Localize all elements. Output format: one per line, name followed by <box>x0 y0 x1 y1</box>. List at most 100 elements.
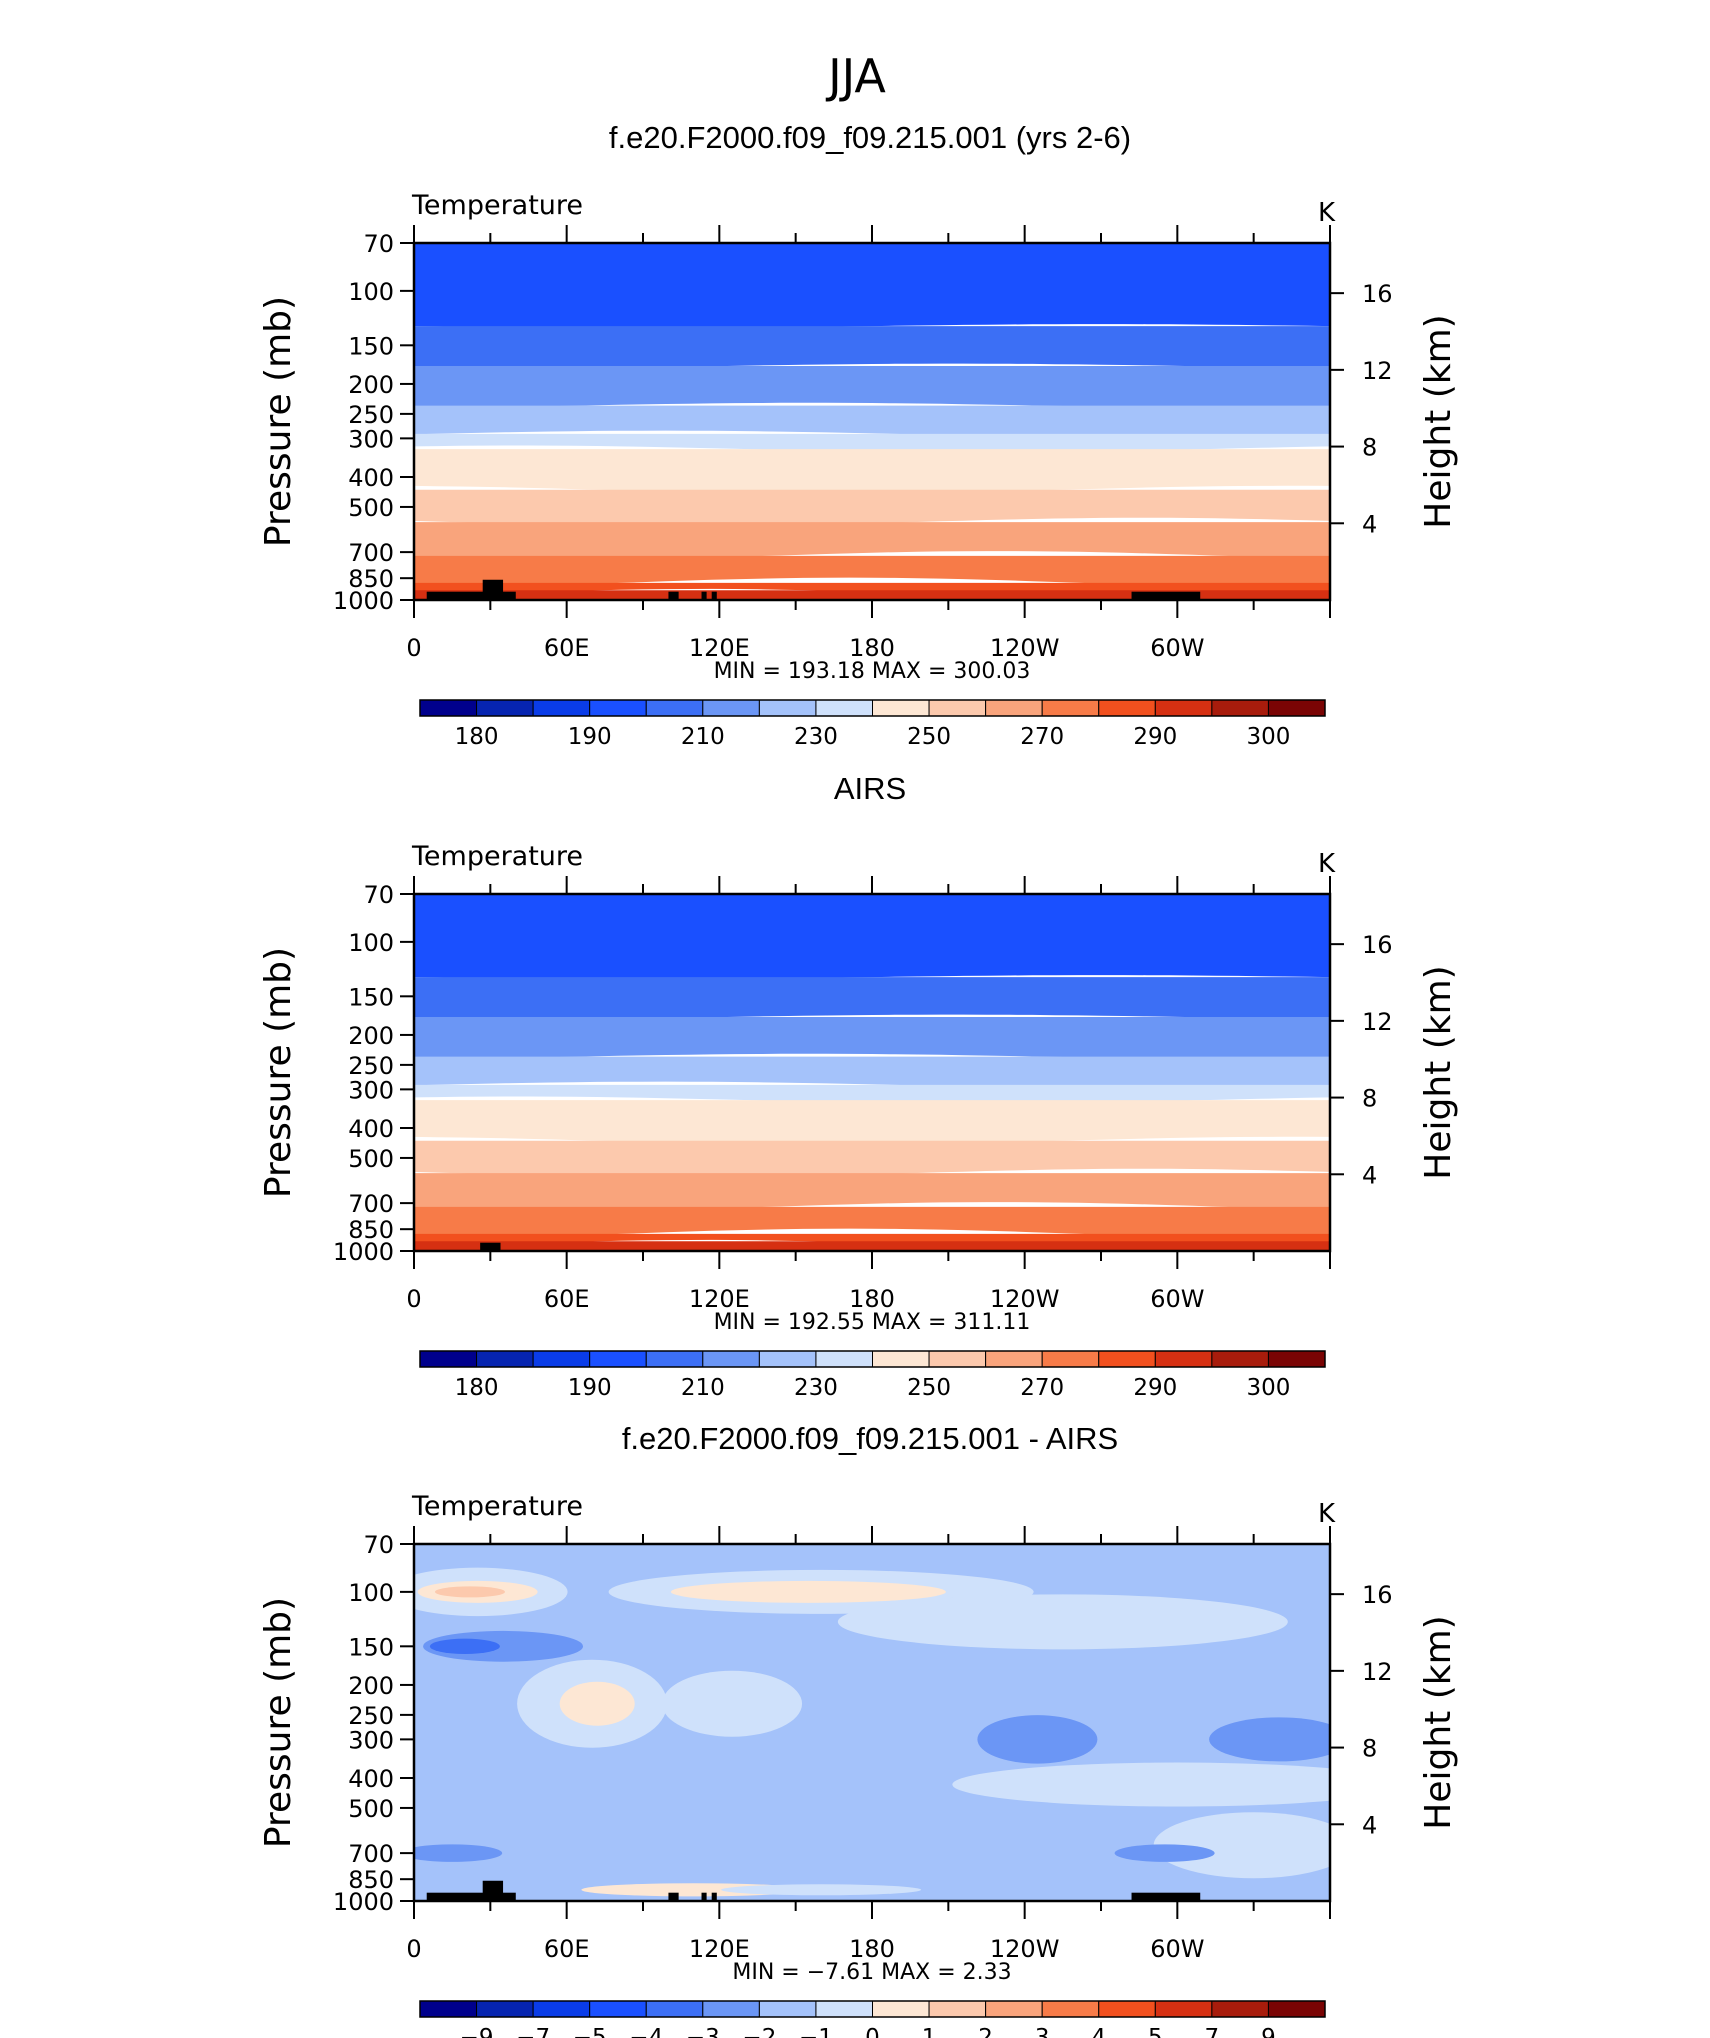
field <box>414 1544 1330 1901</box>
colorbar-swatch <box>419 2000 478 2018</box>
y-axis-title-right: Height (km) <box>1418 314 1459 528</box>
y-tick-label: 400 <box>348 1765 394 1793</box>
colorbar-label: 3 <box>1035 2025 1050 2038</box>
contour-blob <box>1114 1844 1215 1862</box>
y-tick-label: 100 <box>348 929 394 957</box>
colorbar-label: 290 <box>1133 1375 1177 1401</box>
colorbar-label: 290 <box>1133 724 1177 750</box>
contour-band <box>414 366 1330 409</box>
colorbar-swatch <box>872 699 930 717</box>
colorbar-label: 1 <box>922 2025 937 2038</box>
colorbar-swatch <box>1267 2000 1326 2018</box>
topography-mask <box>668 591 679 600</box>
y-tick-label: 850 <box>348 1216 394 1244</box>
topography-mask <box>426 591 516 600</box>
colorbar-swatch <box>645 699 704 717</box>
panel-3: f.e20.F2000.f09_f09.215.001 - AIRS Temper… <box>258 1421 1459 2038</box>
colorbar-swatch <box>1211 699 1269 717</box>
y-tick-label: 700 <box>348 1190 394 1218</box>
contour-blob <box>662 1670 803 1737</box>
colorbar-swatch <box>985 1350 1043 1368</box>
x-tick-label: 0 <box>406 634 421 662</box>
topography-mask <box>1131 1892 1201 1901</box>
colorbar-label: 270 <box>1020 724 1064 750</box>
y-tick-label: 200 <box>348 371 394 399</box>
contour-blob <box>977 1715 1098 1764</box>
contour-band <box>414 1206 1330 1239</box>
y-tick-label: 500 <box>348 494 394 522</box>
colorbar-swatch <box>872 1350 930 1368</box>
contour-band <box>414 489 1330 527</box>
colorbar-label: 250 <box>907 1375 951 1401</box>
y-tick-label: 850 <box>348 1866 394 1894</box>
colorbar-swatch <box>702 2000 760 2018</box>
height-tick-label: 8 <box>1362 434 1377 462</box>
y-tick-label: 850 <box>348 565 394 593</box>
contour-blob <box>434 1586 505 1598</box>
colorbar-label: 210 <box>681 1375 725 1401</box>
colorbar-label: 9 <box>1261 2025 1276 2038</box>
x-tick-label: 120W <box>990 1285 1060 1313</box>
colorbar-label: 190 <box>568 724 612 750</box>
colorbar-swatch <box>589 2000 647 2018</box>
colorbar-swatch <box>1041 1350 1100 1368</box>
x-tick-label: 120W <box>990 1935 1060 1963</box>
y-tick-label: 500 <box>348 1145 394 1173</box>
colorbar-swatch <box>476 2000 534 2018</box>
colorbar-label: −5 <box>573 2025 607 2038</box>
colorbar-label: −9 <box>460 2025 494 2038</box>
colorbar-swatch <box>589 699 647 717</box>
contour-band <box>414 894 1330 980</box>
colorbar-swatch <box>419 1350 478 1368</box>
topography-mask <box>701 591 707 600</box>
y-tick-label: 70 <box>363 881 394 909</box>
y-tick-label: 400 <box>348 464 394 492</box>
variable-label: Temperature <box>411 841 583 872</box>
colorbar-swatch <box>1098 1350 1156 1368</box>
colorbar-label: 270 <box>1020 1375 1064 1401</box>
panel-1: f.e20.F2000.f09_f09.215.001 (yrs 2-6) Tem… <box>258 120 1459 750</box>
colorbar-swatch <box>928 699 987 717</box>
contour-blob <box>429 1638 500 1655</box>
x-tick-label: 60E <box>544 1285 590 1313</box>
height-tick-label: 8 <box>1362 1085 1377 1113</box>
colorbar-label: 250 <box>907 724 951 750</box>
height-tick-label: 4 <box>1362 1161 1377 1189</box>
contour-band <box>414 1100 1330 1145</box>
colorbar-swatch <box>1041 2000 1100 2018</box>
y-tick-label: 150 <box>348 1633 394 1661</box>
height-tick-label: 8 <box>1362 1735 1377 1763</box>
contour-band <box>414 405 1330 437</box>
y-tick-label: 300 <box>348 1726 394 1754</box>
colorbar-swatch <box>1098 699 1156 717</box>
x-tick-label: 60W <box>1150 1285 1204 1313</box>
contour-band <box>414 449 1330 494</box>
contour-blob <box>423 1630 584 1662</box>
y-tick-label: 300 <box>348 425 394 453</box>
colorbar-swatch <box>1267 1350 1326 1368</box>
colorbar-label: −3 <box>686 2025 720 2038</box>
colorbar-label: −7 <box>516 2025 550 2038</box>
y-axis-title-right: Height (km) <box>1418 1615 1459 1829</box>
panel-title: AIRS <box>834 771 906 806</box>
field <box>414 894 1330 1251</box>
contour-band <box>414 243 1330 329</box>
contour-band <box>414 1241 1330 1251</box>
x-tick-label: 180 <box>849 1935 895 1963</box>
y-tick-label: 70 <box>363 1531 394 1559</box>
y-tick-label: 700 <box>348 539 394 567</box>
y-tick-label: 1000 <box>333 1888 394 1916</box>
x-tick-label: 60W <box>1150 634 1204 662</box>
x-tick-label: 120W <box>990 634 1060 662</box>
colorbar-swatch <box>928 2000 987 2018</box>
contour-blob <box>414 1844 503 1862</box>
colorbar-swatch <box>645 1350 704 1368</box>
x-tick-label: 120E <box>689 1935 750 1963</box>
y-tick-label: 100 <box>348 1579 394 1607</box>
panels-group: f.e20.F2000.f09_f09.215.001 (yrs 2-6) Tem… <box>258 120 1459 2038</box>
panel-title: f.e20.F2000.f09_f09.215.001 (yrs 2-6) <box>609 120 1131 155</box>
topography-mask <box>482 579 504 600</box>
height-tick-label: 12 <box>1362 1008 1393 1036</box>
